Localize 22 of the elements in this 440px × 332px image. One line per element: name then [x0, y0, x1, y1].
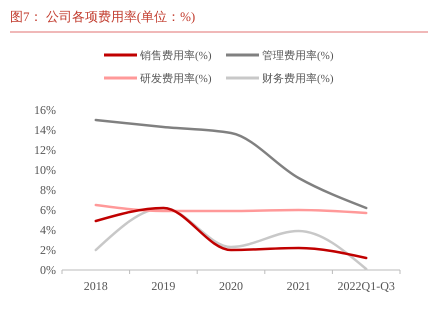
y-tick-label: 12%	[34, 143, 56, 157]
x-tick-label: 2018	[84, 279, 108, 293]
y-tick-label: 0%	[40, 263, 56, 277]
legend-label: 财务费用率(%)	[262, 72, 334, 85]
line-series	[94, 204, 368, 214]
x-tick-label: 2021	[286, 279, 311, 293]
legend-label: 管理费用率(%)	[262, 49, 334, 62]
line-series	[94, 206, 368, 260]
y-tick-label: 4%	[40, 223, 56, 237]
chart-title: 图7： 公司各项费用率(单位：%)	[10, 9, 196, 24]
y-tick-label: 2%	[40, 243, 56, 257]
y-tick-label: 8%	[40, 183, 56, 197]
x-tick-label: 2020	[219, 279, 243, 293]
legend-label: 销售费用率(%)	[139, 49, 212, 62]
y-tick-label: 14%	[34, 123, 56, 137]
y-tick-label: 10%	[34, 163, 56, 177]
x-tick-label: 2022Q1-Q3	[338, 279, 395, 293]
x-tick-label: 2019	[151, 279, 176, 293]
legend-label: 研发费用率(%)	[140, 72, 212, 85]
y-tick-label: 16%	[34, 103, 56, 117]
y-tick-label: 6%	[40, 203, 56, 217]
line-series	[94, 118, 368, 210]
